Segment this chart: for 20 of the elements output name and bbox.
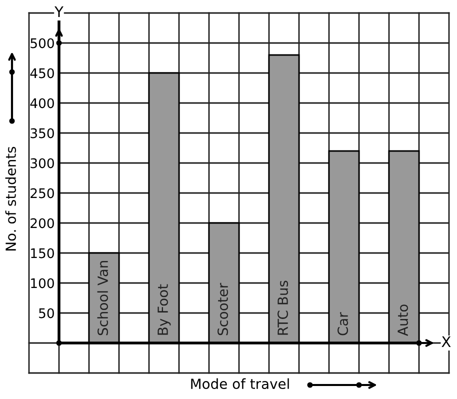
y-tick-label: 350: [30, 128, 54, 138]
y-tick-label: 400: [30, 98, 54, 108]
y-tick-label: 150: [31, 248, 54, 258]
y-tick-label: 300: [30, 158, 54, 168]
annotation: Y: [54, 6, 64, 18]
annotation: X: [442, 336, 451, 348]
y-tick-label: 200: [30, 218, 54, 228]
x-axis-title: Mode of travel: [191, 378, 289, 390]
y-tick-label: 450: [30, 68, 54, 78]
x-tick-label: Auto: [398, 304, 408, 336]
x-tick-label: Car: [338, 312, 348, 336]
y-axis-title: No. of students: [5, 146, 16, 250]
y-tick-label: 50: [39, 308, 54, 318]
y-tick-label: 100: [31, 278, 54, 288]
x-tick-label: School Van: [97, 260, 108, 336]
x-tick-label: Scooter: [218, 282, 228, 336]
y-tick-label: 250: [30, 188, 54, 198]
y-tick-label: 500: [30, 38, 54, 48]
x-tick-label: RTC Bus: [278, 280, 288, 335]
x-tick-label: By Foot: [158, 284, 171, 335]
